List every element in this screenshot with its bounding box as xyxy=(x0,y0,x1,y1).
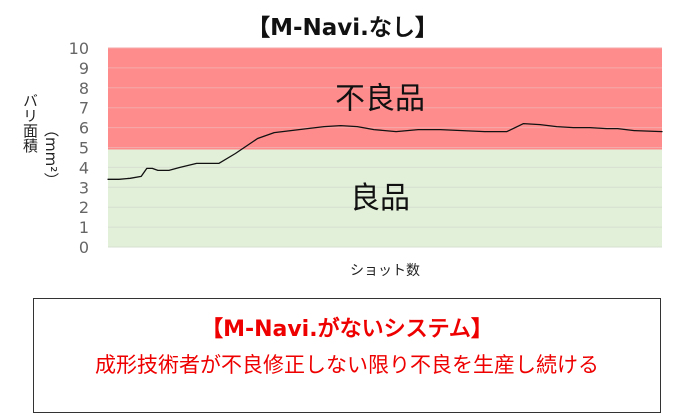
y-tick-label: 5 xyxy=(79,139,89,158)
y-tick-label: 7 xyxy=(79,99,89,118)
y-tick-label: 6 xyxy=(79,119,89,138)
y-tick-label: 9 xyxy=(79,59,89,78)
y-tick-label: 1 xyxy=(79,218,89,237)
note-heading: 【M-Navi.がないシステム】 xyxy=(201,317,493,342)
y-tick-label: 10 xyxy=(69,39,89,58)
y-axis-unit: （mm²） xyxy=(42,122,60,188)
series-line-0 xyxy=(107,122,663,180)
note-text: 成形技術者が不良修正しない限り不良を生産し続ける xyxy=(95,353,599,377)
x-axis-label: ショット数 xyxy=(350,263,420,279)
chart-title: 【M-Navi.なし】 xyxy=(247,15,438,41)
note-box: 【M-Navi.がないシステム】 成形技術者が不良修正しない限り不良を生産し続け… xyxy=(33,298,661,413)
region-band-1 xyxy=(108,149,662,247)
y-tick-label: 0 xyxy=(79,238,89,257)
y-tick-label: 2 xyxy=(79,198,89,217)
region-label-0: 不良品 xyxy=(335,82,425,117)
region-band-0 xyxy=(108,48,662,150)
y-tick-label: 4 xyxy=(79,158,89,177)
y-axis-label: バリ面積 xyxy=(21,93,39,153)
y-tick-label: 3 xyxy=(79,178,89,197)
region-label-1: 良品 xyxy=(350,181,410,216)
y-tick-label: 8 xyxy=(79,79,89,98)
